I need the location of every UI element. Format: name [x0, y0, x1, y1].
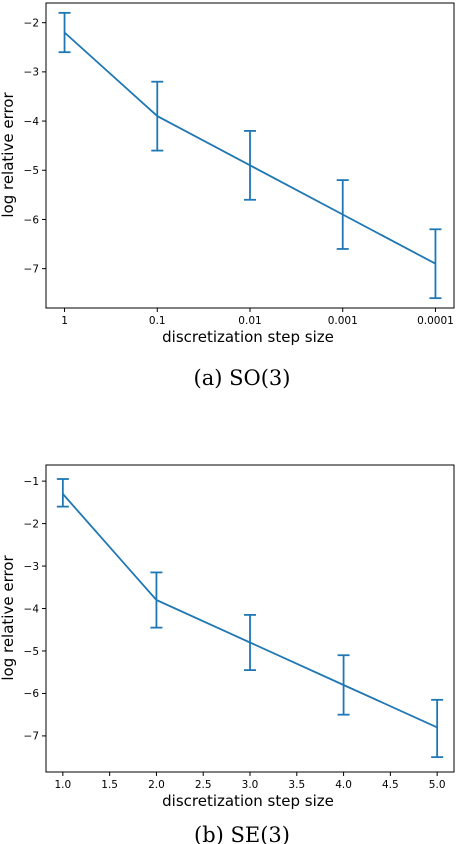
x-tick-label-se3: 2.5 [195, 779, 212, 791]
y-tick-label-se3: −6 [24, 688, 40, 700]
series-line-se3 [62, 493, 438, 729]
caption-so3: (a) SO(3) [194, 366, 291, 390]
y-tick-label-so3: −2 [24, 17, 39, 29]
chart-se3: −1 −2 −3 −4 −5 −6 −7 1.0 1.5 2.0 2.5 3.0 3.5 4.0 4.5 5… [0, 464, 455, 844]
y-tick-label-so3: −6 [24, 214, 40, 226]
x-tick-label-so3: 0.01 [238, 315, 261, 327]
x-tick-label-se3: 3.0 [242, 779, 259, 791]
y-tick-label-se3: −4 [24, 603, 40, 615]
y-axis-label-so3: log relative error [0, 92, 17, 218]
x-axis-label-se3: discretization step size [162, 792, 334, 810]
x-tick-label-se3: 2.0 [148, 779, 165, 791]
x-tick-label-se3: 3.5 [288, 779, 305, 791]
y-tick-label-so3: −4 [24, 116, 40, 128]
y-tick-label-se3: −1 [24, 476, 39, 488]
x-tick-label-so3: 0.001 [328, 315, 358, 327]
x-axis-label-so3: discretization step size [162, 328, 334, 346]
y-tick-label-se3: −5 [24, 646, 39, 658]
y-tick-label-se3: −7 [24, 731, 39, 743]
x-tick-label-so3: 0.1 [149, 315, 166, 327]
x-tick-label-se3: 4.0 [335, 779, 352, 791]
series-line-so3 [63, 31, 436, 265]
y-tick-label-se3: −3 [24, 561, 39, 573]
x-tick-label-se3: 1.0 [54, 779, 71, 791]
x-tick-label-se3: 4.5 [382, 779, 399, 791]
error-bar-se3 [431, 698, 444, 759]
y-tick-label-so3: −7 [24, 263, 39, 275]
y-tick-label-se3: −2 [24, 518, 39, 530]
x-tick-label-se3: 1.5 [101, 779, 118, 791]
x-tick-label-se3: 5.0 [429, 779, 446, 791]
y-tick-label-so3: −5 [24, 165, 39, 177]
x-tick-label-so3: 1 [61, 315, 68, 327]
chart-so3: −2 −3 −4 −5 −6 −7 1 0.1 0.01 0.001 0.0001 discret… [0, 2, 455, 390]
error-bar-se3 [56, 478, 69, 508]
x-tick-label-so3: 0.0001 [417, 315, 454, 327]
y-tick-label-so3: −3 [24, 67, 39, 79]
y-axis-label-se3: log relative error [0, 555, 17, 681]
caption-se3: (b) SE(3) [194, 823, 290, 844]
